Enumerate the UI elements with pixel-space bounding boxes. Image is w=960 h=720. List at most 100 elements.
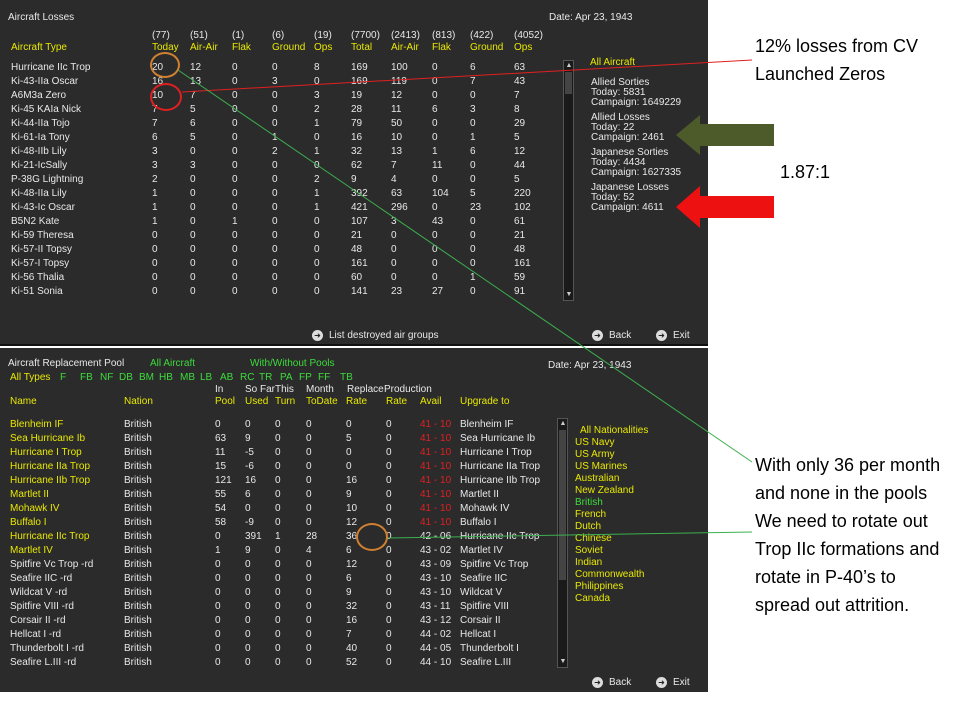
nationality-item[interactable]: New Zealand (575, 485, 634, 496)
loss-row[interactable]: P-38G Lightning 2 0 0 0 2 9 4 0 0 5 (0, 173, 560, 187)
nationality-item[interactable]: Commonwealth (575, 569, 645, 580)
column-header[interactable]: Ops (314, 42, 333, 53)
type-filter[interactable]: F (60, 372, 67, 383)
type-filter[interactable]: RC (240, 372, 255, 383)
pool-row[interactable]: Seafire L.III -rd British 0 0 0 0 52 0 44 - 10 Se… (0, 656, 560, 670)
column-header[interactable]: Nation (124, 396, 153, 407)
column-header[interactable]: Today (152, 42, 179, 53)
nationality-item[interactable]: US Navy (575, 437, 615, 448)
pool-row[interactable]: Martlet II British 55 6 0 0 9 0 41 - 10 Martlet I… (0, 488, 560, 502)
pool-row[interactable]: Thunderbolt I -rd British 0 0 0 0 40 0 44 - 05 Th… (0, 642, 560, 656)
pool-row[interactable]: Hurricane IIb Trop British 121 16 0 0 16 0 41 - … (0, 474, 560, 488)
column-header[interactable]: Pool (215, 396, 236, 407)
column-header[interactable]: Used (245, 396, 269, 407)
pool-row[interactable]: Hurricane IIa Trop British 15 -6 0 0 0 0 41 - 10… (0, 460, 560, 474)
column-header[interactable]: Upgrade to (460, 396, 510, 407)
type-filter[interactable]: AB (220, 372, 234, 383)
filter-pools[interactable]: With/Without Pools (250, 358, 335, 369)
nationality-item[interactable]: US Army (575, 449, 615, 460)
column-header[interactable]: Turn (275, 396, 296, 407)
pool-row[interactable]: Buffalo I British 58 -9 0 0 12 0 41 - 10 Buffalo … (0, 516, 560, 530)
pool-row[interactable]: Hurricane I Trop British 11 -5 0 0 0 0 41 - 10 Hu… (0, 446, 560, 460)
type-filter[interactable]: FP (299, 372, 312, 383)
type-filter[interactable]: BM (139, 372, 154, 383)
pool-scrollbar[interactable]: ▲ ▼ (557, 418, 568, 668)
nationality-item[interactable]: US Marines (575, 461, 628, 472)
column-header[interactable]: Ops (514, 42, 533, 53)
type-filter[interactable]: LB (200, 372, 213, 383)
bottom-back-button[interactable]: ➜ Back (592, 677, 631, 689)
type-filter[interactable]: HB (159, 372, 173, 383)
nationality-item[interactable]: Dutch (575, 521, 602, 532)
pool-row[interactable]: Mohawk IV British 54 0 0 0 10 0 41 - 10 Mohawk IV (0, 502, 560, 516)
type-filter[interactable]: MB (180, 372, 195, 383)
pool-row[interactable]: Martlet IV British 1 9 0 4 6 0 43 - 02 Martlet IV (0, 544, 560, 558)
nationality-item[interactable]: French (575, 509, 607, 520)
type-filter[interactable]: All Types (10, 372, 51, 383)
loss-row[interactable]: Ki-59 Theresa 0 0 0 0 0 21 0 0 0 21 (0, 229, 560, 243)
type-filter[interactable]: TR (259, 372, 273, 383)
column-header[interactable]: Avail (420, 396, 442, 407)
type-filter[interactable]: NF (100, 372, 114, 383)
column-header[interactable]: Name (10, 396, 37, 407)
loss-row[interactable]: Ki-57-I Topsy 0 0 0 0 0 161 0 0 0 161 (0, 257, 560, 271)
nationality-item[interactable]: Philippines (575, 581, 624, 592)
type-filter[interactable]: DB (119, 372, 133, 383)
loss-row[interactable]: Ki-48-IIb Lily 3 0 0 2 1 32 13 1 6 12 (0, 145, 560, 159)
loss-row[interactable]: Ki-45 KAIa Nick 7 5 0 0 2 28 11 6 3 8 (0, 103, 560, 117)
column-header[interactable]: Air-Air (391, 42, 419, 53)
column-header[interactable]: Ground (470, 42, 504, 53)
nationality-item[interactable]: Canada (575, 593, 611, 604)
pool-row[interactable]: Sea Hurricane Ib British 63 9 0 0 5 0 41 - 10 Sea… (0, 432, 560, 446)
loss-row[interactable]: B5N2 Kate 1 0 1 0 0 107 3 43 0 61 (0, 215, 560, 229)
column-header[interactable]: Flak (432, 42, 451, 53)
loss-value: 91 (514, 286, 526, 297)
nationality-item[interactable]: Australian (575, 473, 620, 484)
top-exit-button[interactable]: ➜ Exit (656, 330, 690, 342)
nationality-item[interactable]: All Nationalities (580, 425, 649, 436)
scroll-up-icon[interactable]: ▲ (559, 420, 567, 427)
loss-row[interactable]: Ki-43-Ic Oscar 1 0 0 0 1 421 296 0 23 102 (0, 201, 560, 215)
losses-scrollbar[interactable]: ▲ ▼ (563, 60, 574, 301)
column-header[interactable]: ToDate (306, 396, 338, 407)
column-header[interactable]: Air-Air (190, 42, 218, 53)
loss-row[interactable]: Ki-56 Thalia 0 0 0 0 0 60 0 0 1 59 (0, 271, 560, 285)
side-filter-all-aircraft[interactable]: All Aircraft (590, 57, 636, 68)
type-filter[interactable]: FB (80, 372, 93, 383)
column-header[interactable]: Aircraft Type (11, 42, 67, 53)
pool-row[interactable]: Spitfire Vc Trop -rd British 0 0 0 0 12 0 43 - 0… (0, 558, 560, 572)
type-filter[interactable]: PA (280, 372, 293, 383)
list-destroyed-button[interactable]: ➜ List destroyed air groups (312, 330, 439, 342)
pool-row[interactable]: Blenheim IF British 0 0 0 0 0 0 41 - 10 Blenheim … (0, 418, 560, 432)
column-header[interactable]: Rate (386, 396, 408, 407)
pool-row[interactable]: Spitfire VIII -rd British 0 0 0 0 32 0 43 - 11 Sp… (0, 600, 560, 614)
column-header[interactable]: Total (351, 42, 373, 53)
column-header[interactable]: Ground (272, 42, 306, 53)
loss-row[interactable]: Ki-57-II Topsy 0 0 0 0 0 48 0 0 0 48 (0, 243, 560, 257)
nationality-item[interactable]: Chinese (575, 533, 612, 544)
scroll-up-icon[interactable]: ▲ (565, 62, 573, 69)
scroll-thumb[interactable] (565, 72, 572, 94)
loss-value: 0 (314, 230, 320, 241)
column-header[interactable]: Rate (346, 396, 368, 407)
scroll-down-icon[interactable]: ▼ (559, 658, 567, 665)
type-filter[interactable]: FF (318, 372, 331, 383)
loss-row[interactable]: Ki-44-IIa Tojo 7 6 0 0 1 79 50 0 0 29 (0, 117, 560, 131)
pool-row[interactable]: Wildcat V -rd British 0 0 0 0 9 0 43 - 10 Wildcat… (0, 586, 560, 600)
type-filter[interactable]: TB (340, 372, 353, 383)
pool-row[interactable]: Hellcat I -rd British 0 0 0 0 7 0 44 - 02 Hellcat… (0, 628, 560, 642)
nationality-item[interactable]: British (575, 497, 603, 508)
column-header[interactable]: Flak (232, 42, 251, 53)
nationality-item[interactable]: Indian (575, 557, 603, 568)
top-back-button[interactable]: ➜ Back (592, 330, 631, 342)
scroll-down-icon[interactable]: ▼ (565, 291, 573, 298)
loss-row[interactable]: Ki-51 Sonia 0 0 0 0 0 141 23 27 0 91 (0, 285, 560, 299)
scroll-thumb[interactable] (559, 430, 566, 580)
loss-row[interactable]: Ki-61-Ia Tony 6 5 0 1 0 16 10 0 1 5 (0, 131, 560, 145)
nationality-item[interactable]: Soviet (575, 545, 603, 556)
pool-row[interactable]: Corsair II -rd British 0 0 0 0 16 0 43 - 12 Corsa… (0, 614, 560, 628)
filter-all-aircraft[interactable]: All Aircraft (150, 358, 196, 369)
bottom-exit-button[interactable]: ➜ Exit (656, 677, 690, 689)
pool-row[interactable]: Seafire IIC -rd British 0 0 0 0 6 0 43 - 10 Seafi… (0, 572, 560, 586)
loss-row[interactable]: Ki-21-IcSally 3 3 0 0 0 62 7 11 0 44 (0, 159, 560, 173)
